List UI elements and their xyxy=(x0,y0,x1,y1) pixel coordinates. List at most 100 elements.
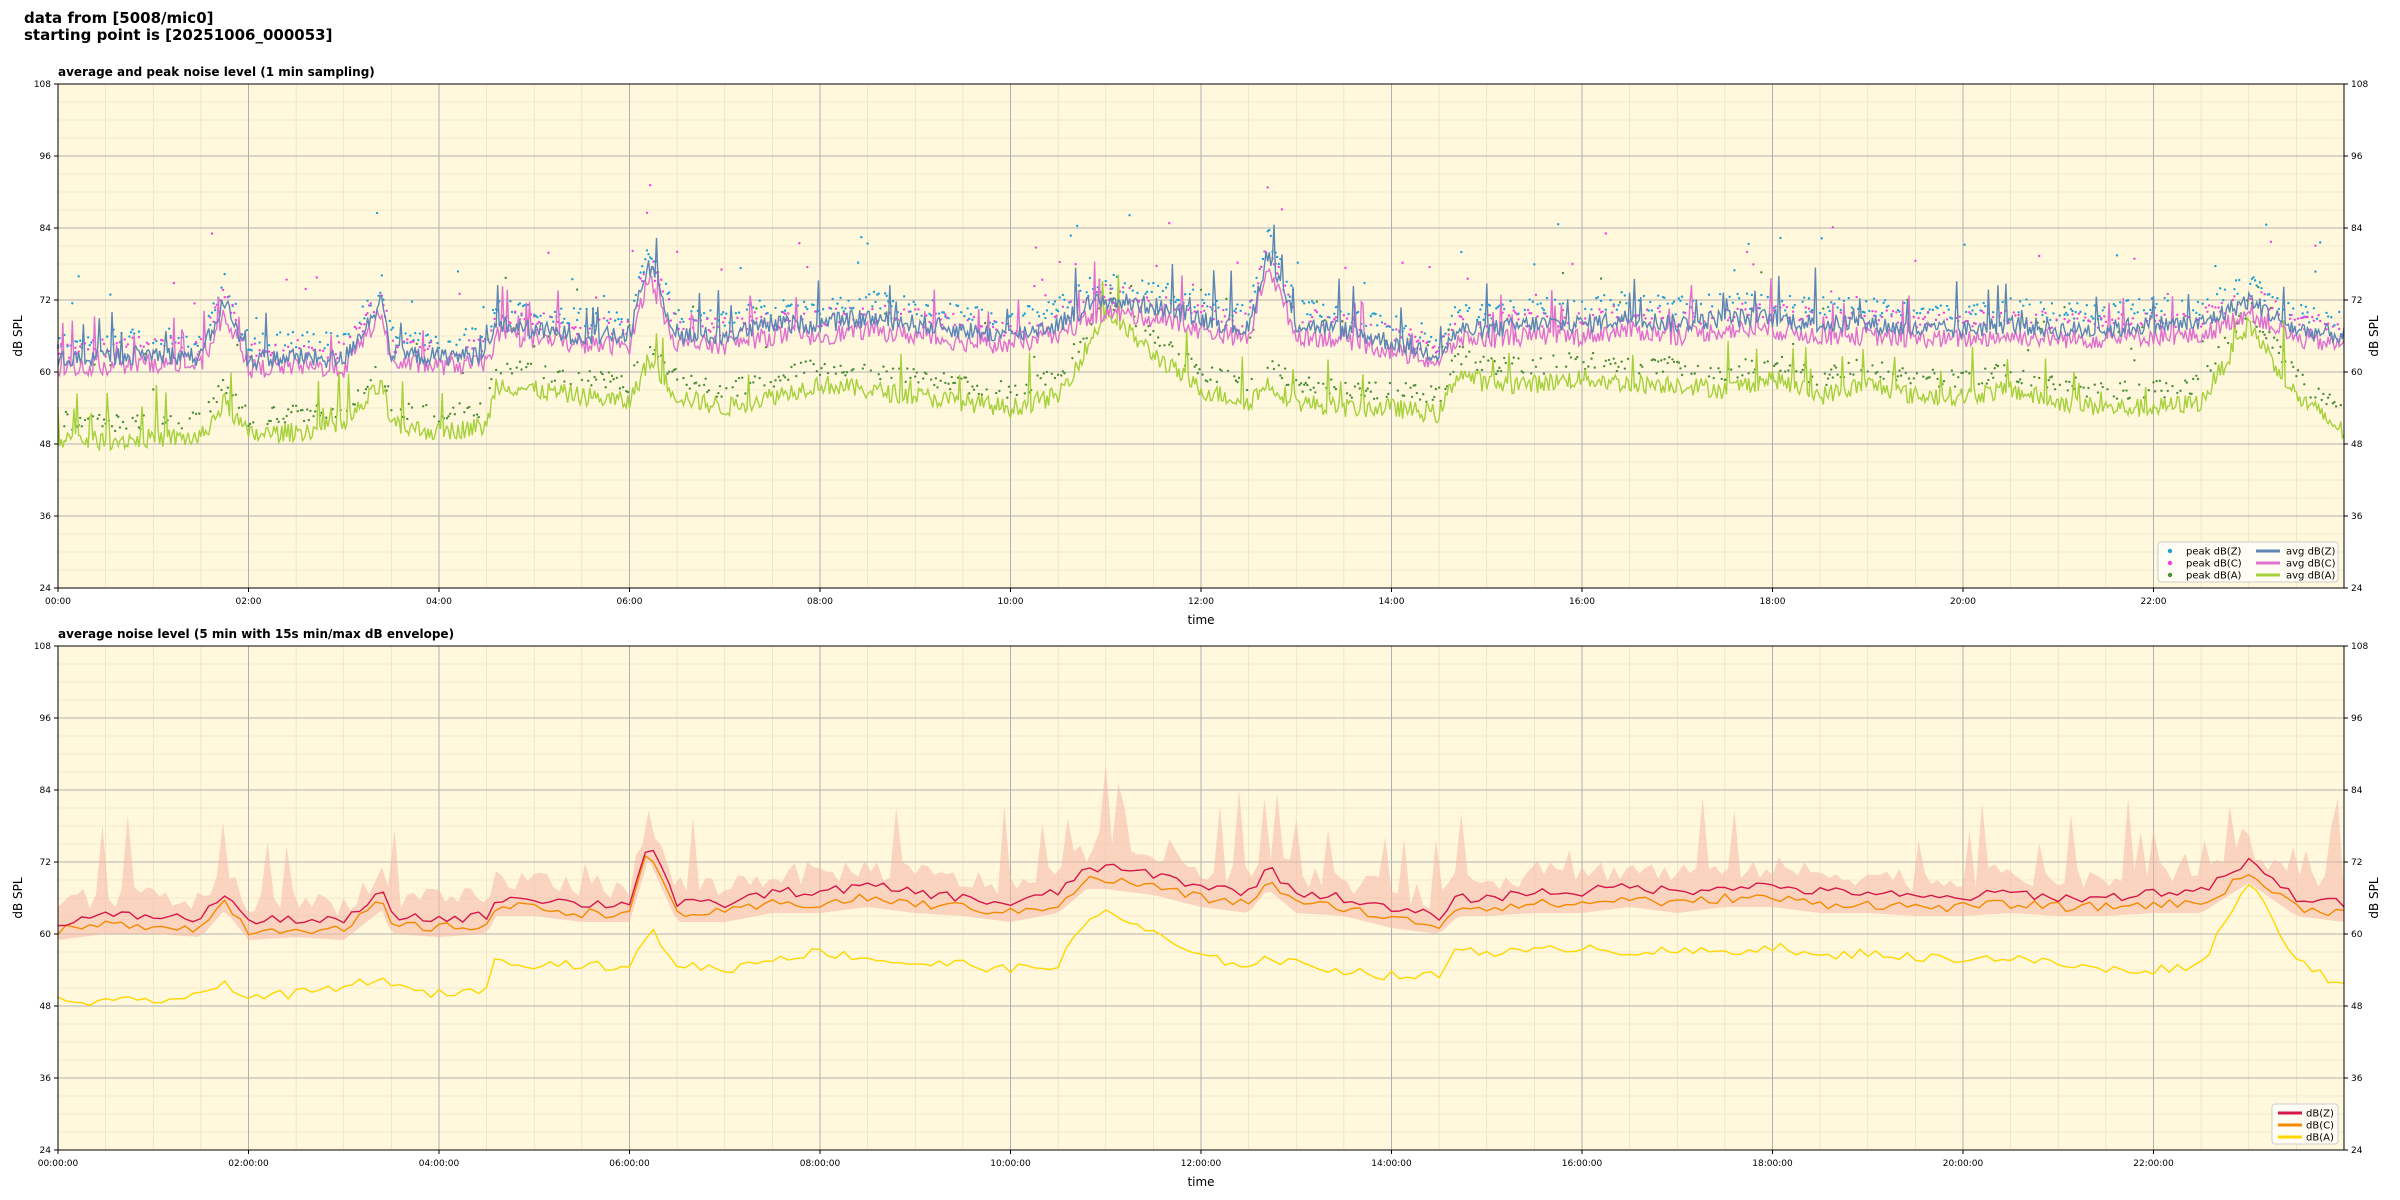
peak-point xyxy=(1834,366,1838,369)
peak-point xyxy=(1356,382,1360,385)
peak-point xyxy=(1828,309,1831,313)
peak-point xyxy=(1409,328,1412,331)
peak-point xyxy=(2265,337,2268,340)
peak-point xyxy=(764,345,768,349)
y-tick-label: 24 xyxy=(40,1146,52,1156)
peak-point xyxy=(2338,310,2341,314)
peak-point xyxy=(579,307,582,311)
peak-point xyxy=(1693,372,1696,375)
peak-point xyxy=(2271,306,2274,310)
peak-point xyxy=(928,312,931,316)
peak-point xyxy=(883,292,887,295)
peak-point xyxy=(1253,290,1257,293)
peak-point xyxy=(602,317,606,320)
peak-point xyxy=(2176,313,2179,316)
peak-point xyxy=(1974,313,1977,316)
peak-point xyxy=(510,310,514,314)
peak-point xyxy=(606,319,609,322)
peak-point xyxy=(712,326,715,329)
peak-point xyxy=(648,256,652,259)
peak-point xyxy=(233,311,236,315)
peak-point xyxy=(210,311,214,314)
peak-point xyxy=(752,381,755,384)
peak-point xyxy=(1272,367,1276,371)
peak-point xyxy=(1647,309,1650,312)
peak-point xyxy=(2117,317,2120,320)
peak-point xyxy=(666,292,669,296)
peak-point xyxy=(137,330,141,333)
peak-point xyxy=(1156,284,1160,288)
peak-point xyxy=(585,307,588,311)
peak-point xyxy=(1069,234,1073,237)
peak-point xyxy=(2274,300,2277,303)
series-line-avgdbz xyxy=(57,224,2345,371)
peak-point xyxy=(1306,383,1309,387)
peak-point xyxy=(290,410,293,414)
peak-point xyxy=(1306,313,1309,316)
peak-point xyxy=(2098,314,2101,318)
peak-point xyxy=(2325,328,2328,331)
y-tick-label-right: 24 xyxy=(2351,584,2363,594)
peak-point xyxy=(1075,224,1079,228)
peak-point xyxy=(1277,265,1280,269)
peak-point xyxy=(1466,277,1469,280)
peak-point xyxy=(77,275,80,278)
peak-point xyxy=(448,340,452,343)
peak-point xyxy=(426,347,430,351)
peak-point xyxy=(236,343,239,347)
peak-point xyxy=(1649,321,1652,324)
peak-point xyxy=(1822,296,1825,299)
peak-point xyxy=(2314,270,2317,273)
peak-point xyxy=(1791,310,1795,313)
peak-point xyxy=(407,402,411,406)
peak-point xyxy=(1379,314,1382,318)
peak-point xyxy=(1302,302,1306,305)
peak-point xyxy=(1677,361,1681,364)
peak-point xyxy=(1993,366,1996,370)
peak-point xyxy=(1206,305,1209,308)
peak-point xyxy=(644,258,647,261)
peak-point xyxy=(291,404,295,408)
y-tick-label-right: 84 xyxy=(2351,786,2363,796)
peak-point xyxy=(2145,312,2149,315)
peak-point xyxy=(1760,271,1763,274)
peak-point xyxy=(966,318,969,322)
peak-point xyxy=(482,339,485,343)
peak-point xyxy=(661,290,665,293)
peak-point xyxy=(920,314,923,317)
peak-point xyxy=(1991,376,1995,379)
peak-point xyxy=(1758,303,1762,306)
peak-point xyxy=(1507,314,1511,317)
peak-point xyxy=(1077,284,1080,287)
peak-point xyxy=(467,405,471,409)
peak-point xyxy=(125,427,128,430)
peak-point xyxy=(1422,393,1425,396)
x-tick-label: 10:00 xyxy=(998,597,1024,607)
peak-point xyxy=(2047,378,2050,382)
peak-point xyxy=(1574,357,1577,361)
peak-point xyxy=(252,421,255,424)
peak-point xyxy=(1899,374,1903,377)
peak-point xyxy=(1122,286,1125,289)
peak-point xyxy=(790,303,793,306)
peak-point xyxy=(2296,317,2300,320)
peak-point xyxy=(261,332,264,335)
peak-point xyxy=(936,386,939,389)
peak-point xyxy=(493,311,496,315)
peak-point xyxy=(718,384,722,388)
peak-point xyxy=(2066,313,2069,317)
x-tick-label: 08:00:00 xyxy=(800,1159,841,1169)
peak-point xyxy=(125,345,128,348)
x-tick-label: 04:00:00 xyxy=(419,1159,460,1169)
peak-point xyxy=(453,413,457,416)
peak-point xyxy=(675,378,679,381)
peak-point xyxy=(1456,311,1460,314)
peak-point xyxy=(366,311,369,315)
peak-point xyxy=(275,333,279,336)
peak-point xyxy=(2085,395,2089,398)
peak-point xyxy=(1528,298,1531,301)
peak-point xyxy=(2233,287,2236,291)
peak-point xyxy=(102,342,106,346)
peak-point xyxy=(318,349,322,352)
